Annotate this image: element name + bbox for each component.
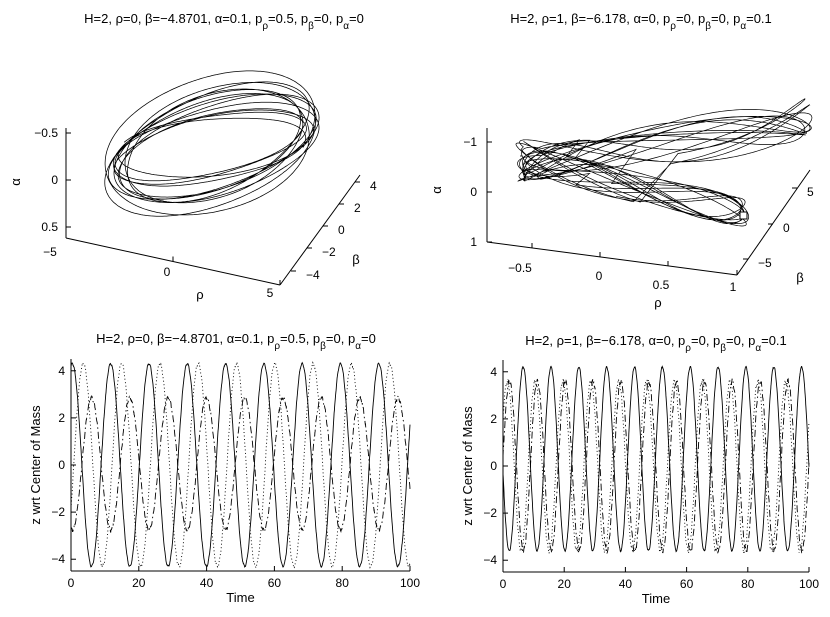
plot2d-bottom-right: 0 20 40 60 80 100 −4 −2 0 2 4 Time z wrt Center of M… [460, 360, 819, 606]
y-tick-label: −4 [51, 552, 65, 566]
end-marker [739, 211, 748, 220]
x-tick-label: −5 [43, 245, 57, 259]
series-line-solid [70, 361, 411, 568]
chart-title-top-left: H=2, ρ=0, β=−4.8701, α=0.1, pρ=0.5, pβ=0… [84, 11, 364, 32]
x-axis-label: Time [642, 591, 670, 606]
y-tick-label: 0 [58, 458, 65, 472]
y-tick-label: −4 [483, 553, 497, 567]
series-line-dashdot [502, 377, 810, 555]
x-tick-label: 0 [164, 265, 171, 279]
x-tick-label: 100 [799, 577, 819, 591]
x-tick-label: 20 [558, 577, 572, 591]
y-axis-label: β [796, 270, 803, 285]
y-tick-label: −2 [322, 245, 336, 259]
plot2d-bottom-left: 0 20 40 60 80 100 −4 −2 0 2 4 Time z wrt Center of M… [28, 359, 420, 605]
x-tick-label: 60 [268, 576, 282, 590]
x-tick-label: 20 [132, 576, 146, 590]
y-axis-label: β [352, 252, 359, 267]
x-axis-label: ρ [654, 295, 661, 310]
y-axis-line [279, 174, 361, 286]
series-line-solid [502, 365, 810, 553]
y-axis-label: z wrt Center of Mass [28, 405, 43, 525]
trajectory-line [104, 70, 320, 217]
y-tick-label: 2 [58, 411, 65, 425]
z-tick-label: −1 [463, 135, 477, 149]
x-tick-label: −0.5 [508, 261, 532, 275]
x-tick-label: 80 [336, 576, 350, 590]
y-tick-label: 5 [807, 185, 814, 199]
x-tick-label: 40 [200, 576, 214, 590]
z-axis-label: α [8, 178, 23, 186]
x-tick-label: 100 [400, 576, 420, 590]
x-tick-label: 80 [741, 577, 755, 591]
chart-title-bottom-left: H=2, ρ=0, β=−4.8701, α=0.1, pρ=0.5, pβ=0… [96, 331, 376, 352]
z-axis-label: α [429, 186, 444, 194]
x-tick-label: 5 [267, 286, 274, 300]
x-tick-label: 40 [619, 577, 633, 591]
series-line-dotted [70, 361, 411, 570]
x-tick-label: 0.5 [653, 278, 670, 292]
chart-title-bottom-right: H=2, ρ=1, β=−6.178, α=0, pρ=0, pβ=0, pα=… [525, 333, 787, 354]
x-tick-label: 0 [68, 576, 75, 590]
x-axis-label: Time [226, 590, 254, 605]
chart-title-top-right: H=2, ρ=1, β=−6.178, α=0, pρ=0, pβ=0, pα=… [510, 11, 772, 32]
z-tick-label: −0.5 [34, 126, 58, 140]
y-tick-label: −4 [306, 268, 320, 282]
x-tick-label: 1 [730, 280, 737, 294]
x-tick-label: 60 [680, 577, 694, 591]
y-tick-label: 0 [338, 223, 345, 237]
x-tick-label: 0 [596, 269, 603, 283]
y-tick-label: 0 [490, 459, 497, 473]
trajectory-line [515, 98, 813, 227]
y-tick-label: 2 [490, 412, 497, 426]
series-line-dashdot [70, 394, 411, 534]
y-tick-label: 4 [58, 364, 65, 378]
y-axis-label: z wrt Center of Mass [460, 406, 475, 526]
x-tick-label: 0 [500, 577, 507, 591]
y-tick-label: 4 [370, 179, 377, 193]
y-tick-label: 4 [490, 365, 497, 379]
y-tick-label: −2 [483, 506, 497, 520]
z-tick-label: 1 [470, 235, 477, 249]
x-axis-line [486, 241, 738, 276]
y-tick-label: −5 [758, 256, 772, 270]
plot3d-top-right: −1 0 1 −0.5 0 0.5 1 −5 0 5 ρ β α [429, 98, 814, 310]
x-axis-label: ρ [196, 287, 203, 302]
z-tick-label: 0 [51, 173, 58, 187]
z-tick-label: 0 [470, 185, 477, 199]
y-tick-label: 0 [783, 221, 790, 235]
z-tick-label: 0.5 [41, 220, 58, 234]
y-tick-label: −2 [51, 505, 65, 519]
y-axis-line [736, 169, 811, 276]
y-tick-label: 2 [354, 201, 361, 215]
